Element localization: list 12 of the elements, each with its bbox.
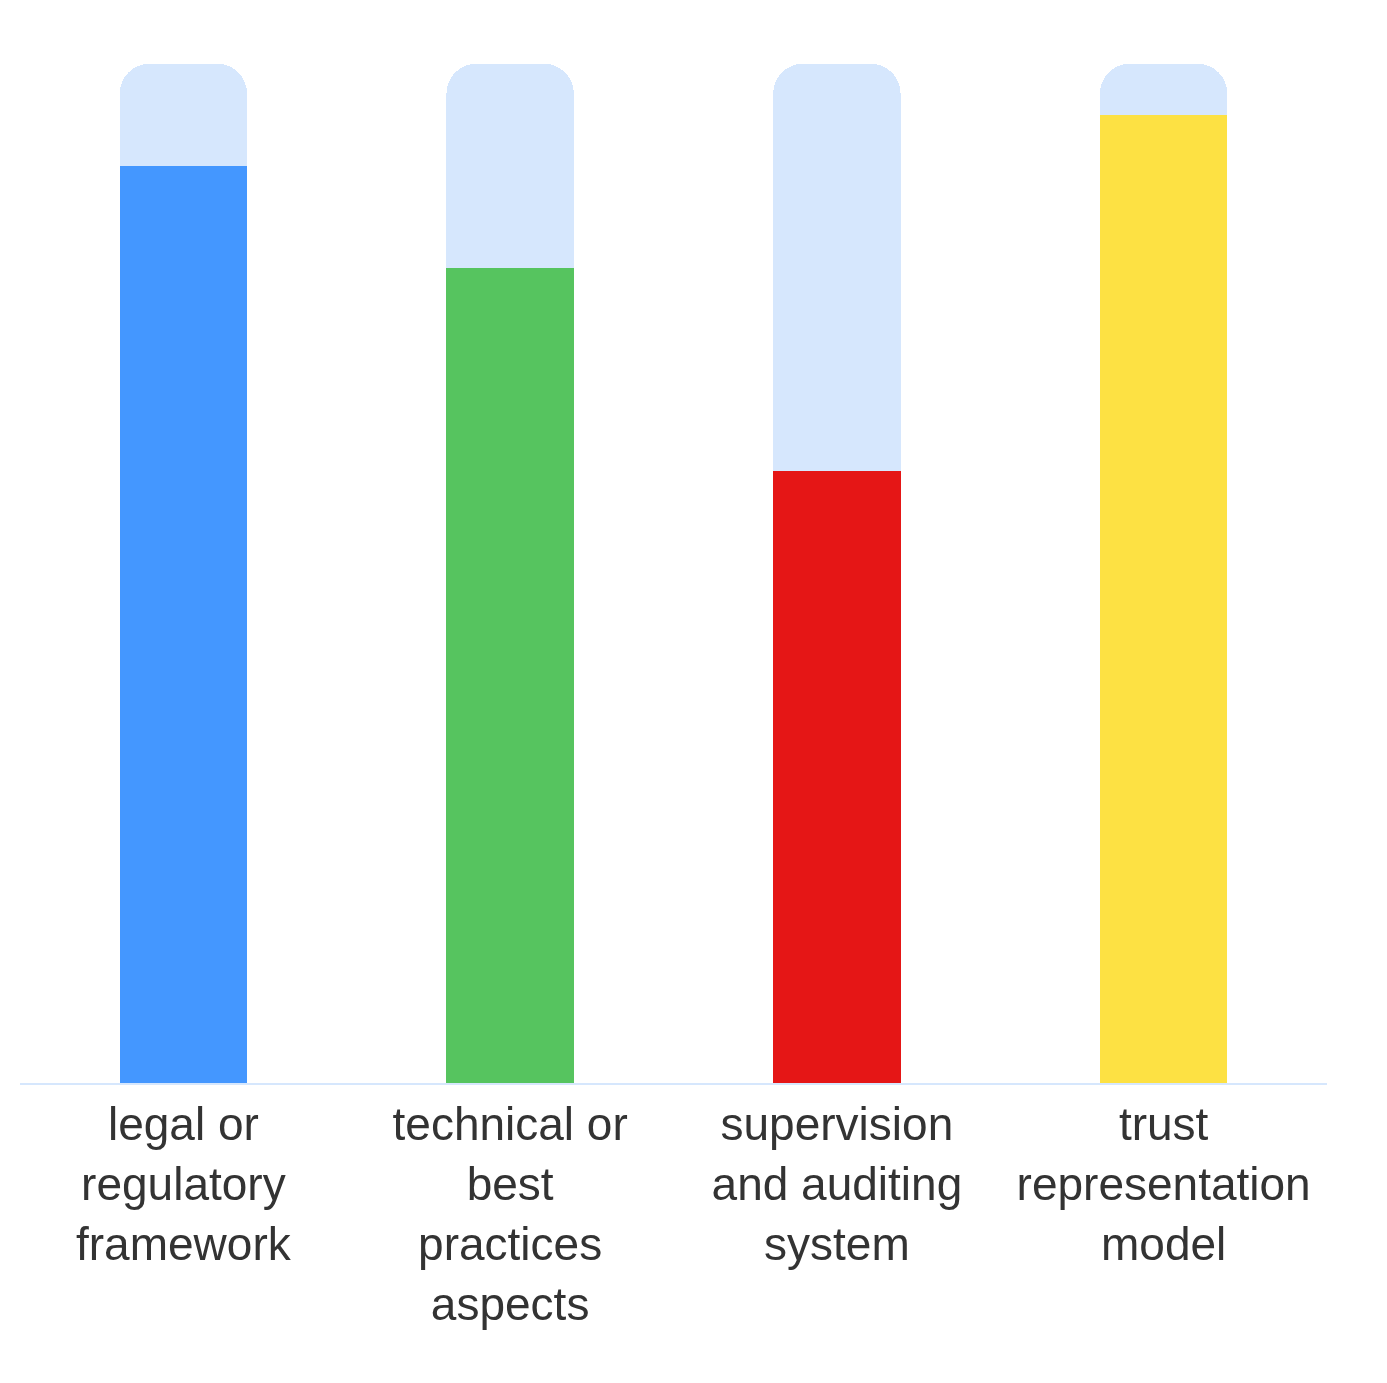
x-tick-label: trust representation model xyxy=(1016,1098,1311,1270)
x-tick-label: technical or best practices aspects xyxy=(392,1098,628,1330)
bar xyxy=(446,63,574,268)
x-tick-label: legal or regulatory framework xyxy=(76,1098,292,1270)
bar xyxy=(1099,114,1228,1083)
bar xyxy=(446,267,574,1083)
bar xyxy=(119,63,248,166)
bar xyxy=(119,165,248,1083)
bar xyxy=(1099,63,1228,115)
bar xyxy=(773,471,901,1083)
bar xyxy=(773,63,901,472)
x-tick-label: supervision and auditing system xyxy=(711,1098,963,1270)
